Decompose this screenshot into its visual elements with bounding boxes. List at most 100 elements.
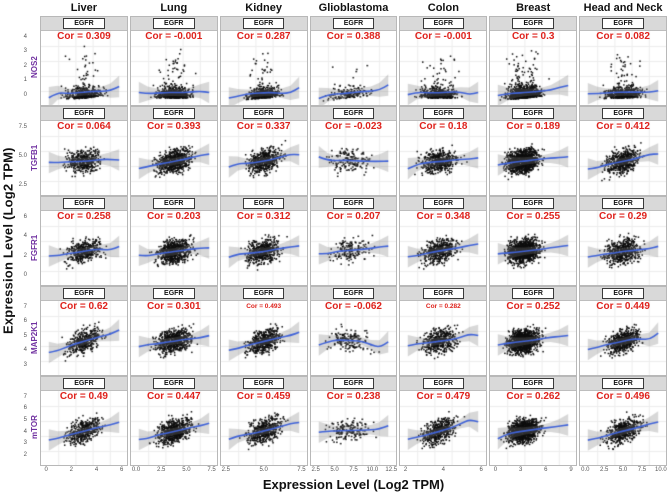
facet-strip: EGFR <box>580 377 666 391</box>
y-tick-label: 0 <box>23 92 27 98</box>
x-tick-cell: 2 4 6 <box>399 466 487 476</box>
facet-strip: EGFR <box>41 197 127 211</box>
scatter-panel: EGFR Cor = 0.348 <box>399 196 488 286</box>
column-title: Glioblastoma <box>318 2 389 14</box>
facet-strip: EGFR <box>220 197 307 211</box>
x-tick-label: 7.5 <box>349 467 358 473</box>
facet-strip-label: EGFR <box>332 288 375 299</box>
x-tick-label: 5.0 <box>259 467 268 473</box>
x-tick-cell: 2.5 5.0 7.5 <box>220 466 308 476</box>
y-tick-label: 2.5 <box>18 182 27 188</box>
facet-strip: EGFR <box>41 377 127 391</box>
column-title: Kidney <box>245 2 282 14</box>
x-tick-label: 5.0 <box>618 467 628 473</box>
y-tick-label: 1 <box>23 77 27 84</box>
y-tick-label: 4 <box>23 347 27 354</box>
facet-strip: EGFR <box>400 197 487 211</box>
column-title: Lung <box>160 2 188 14</box>
x-tick-label: 2.5 <box>157 467 166 473</box>
gene-label: MAP2K1 <box>30 321 39 354</box>
x-tick-cell: 2.5 5.0 7.5 10.0 12.5 <box>310 466 398 476</box>
x-tick-cell: 0.0 2.5 5.0 7.5 10.0 <box>579 466 667 476</box>
scatter-panel: EGFR Cor = 0.496 <box>579 376 667 466</box>
scatter-canvas <box>41 301 127 375</box>
facet-strip: EGFR <box>580 197 666 211</box>
facet-strip-label: EGFR <box>242 198 285 209</box>
x-tick-label: 5.0 <box>330 467 339 473</box>
scatter-canvas <box>220 31 307 105</box>
facet-strip: EGFR <box>400 377 487 391</box>
y-tick-label: 7.5 <box>18 123 27 130</box>
facet-strip-label: EGFR <box>153 288 195 299</box>
scatter-canvas <box>490 301 577 375</box>
column-title: Colon <box>427 2 459 14</box>
panel-strip-group: EGFR Cor = 0.309 EGFR Cor = -0.001 EGFR Cor =… <box>40 16 667 106</box>
scatter-canvas <box>400 211 487 285</box>
scatter-panel: EGFR Cor = -0.062 <box>309 286 398 376</box>
panel-strip-group: EGFR Cor = 0.258 EGFR Cor = 0.203 EGFR Cor = … <box>40 196 667 286</box>
facet-strip: EGFR <box>220 377 307 391</box>
gene-label: TGFB1 <box>30 144 39 171</box>
scatter-panel: EGFR Cor = 0.082 <box>579 16 667 106</box>
panel-grid: NOS2 4 3 2 1 0 EGFR Cor = 0.309 EGFR Cor = -0.001… <box>0 16 669 466</box>
facet-strip: EGFR <box>400 287 487 301</box>
scatter-panel: EGFR Cor = 0.262 <box>489 376 578 466</box>
x-tick-label: 2 <box>69 467 73 473</box>
facet-strip-label: EGFR <box>332 378 375 389</box>
facet-strip: EGFR <box>310 17 397 31</box>
scatter-canvas <box>41 391 127 465</box>
facet-strip: EGFR <box>580 17 666 31</box>
column-title: Liver <box>70 2 98 14</box>
facet-strip-label: EGFR <box>332 108 375 119</box>
x-tick-label: 7.5 <box>207 467 216 473</box>
facet-strip: EGFR <box>41 287 127 301</box>
facet-strip-label: EGFR <box>602 18 644 29</box>
y-tick-label: 6 <box>23 318 27 325</box>
panel-row: mTOR 7 6 5 4 3 2 EGFR Cor = 0.49 EGFR Cor = 0.447 E… <box>0 376 669 466</box>
facet-strip-label: EGFR <box>512 378 554 389</box>
scatter-panel: EGFR Cor = 0.337 <box>219 106 308 196</box>
x-tick-label: 5.0 <box>182 467 191 473</box>
x-tick-label: 0.0 <box>131 467 141 473</box>
scatter-canvas <box>580 121 666 195</box>
scatter-panel: EGFR Cor = 0.18 <box>399 106 488 196</box>
scatter-canvas <box>310 31 397 105</box>
scatter-canvas <box>220 391 307 465</box>
x-tick-label: 10.0 <box>654 467 667 473</box>
y-tick-label: 2 <box>23 452 27 458</box>
x-tick-label: 10.0 <box>366 467 379 473</box>
facet-strip: EGFR <box>310 107 397 121</box>
facet-strip-label: EGFR <box>153 18 195 29</box>
scatter-canvas <box>490 121 577 195</box>
scatter-panel: EGFR Cor = 0.393 <box>129 106 218 196</box>
scatter-canvas <box>310 211 397 285</box>
facet-strip: EGFR <box>580 287 666 301</box>
facet-strip-label: EGFR <box>602 108 644 119</box>
scatter-canvas <box>220 301 307 375</box>
scatter-canvas <box>310 121 397 195</box>
facet-strip-label: EGFR <box>512 288 554 299</box>
panel-strip-group: EGFR Cor = 0.064 EGFR Cor = 0.393 EGFR Cor = … <box>40 106 667 196</box>
facet-strip: EGFR <box>490 377 577 391</box>
scatter-panel: EGFR Cor = 0.309 <box>40 16 128 106</box>
y-tick-label: 5.0 <box>18 152 27 159</box>
y-tick-label: 6 <box>23 405 27 412</box>
x-tick-label: 6 <box>544 467 548 473</box>
scatter-canvas <box>130 391 217 465</box>
panel-strip-group: EGFR Cor = 0.62 EGFR Cor = 0.301 EGFR Cor = 0… <box>40 286 667 376</box>
facet-strip-label: EGFR <box>422 198 465 209</box>
scatter-panel: EGFR Cor = -0.023 <box>309 106 398 196</box>
facet-strip: EGFR <box>220 287 307 301</box>
facet-strip-label: EGFR <box>153 108 195 119</box>
facet-strip: EGFR <box>220 17 307 31</box>
column-title: Head and Neck <box>583 2 663 14</box>
scatter-canvas <box>130 301 217 375</box>
y-tick-label: 2 <box>23 252 27 259</box>
y-tick-label: 4 <box>23 428 27 435</box>
column-titles: Liver Lung Kidney Glioblastoma Colon Breast He… <box>40 0 667 16</box>
facet-strip-label: EGFR <box>63 288 105 299</box>
scatter-panel: EGFR Cor = 0.203 <box>129 196 218 286</box>
y-tick-label: 6 <box>23 213 27 220</box>
scatter-canvas <box>400 31 487 105</box>
facet-strip: EGFR <box>490 287 577 301</box>
